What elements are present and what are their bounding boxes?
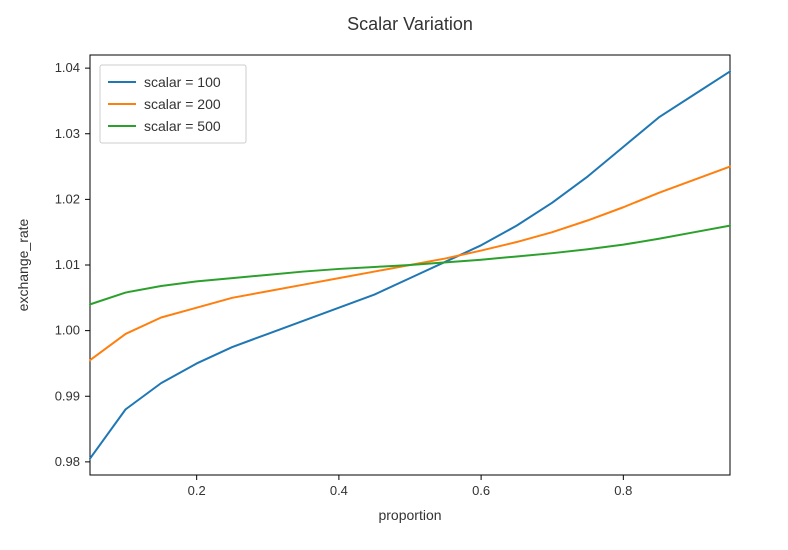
- y-tick-label: 1.00: [55, 323, 80, 338]
- y-tick-label: 1.01: [55, 257, 80, 272]
- y-tick-label: 1.02: [55, 191, 80, 206]
- y-tick-label: 0.99: [55, 388, 80, 403]
- y-axis-label: exchange_rate: [15, 218, 31, 311]
- legend-label-1: scalar = 200: [144, 96, 221, 112]
- x-tick-label: 0.2: [188, 483, 206, 498]
- y-tick-label: 1.03: [55, 126, 80, 141]
- chart-title: Scalar Variation: [347, 14, 473, 34]
- x-tick-label: 0.6: [472, 483, 490, 498]
- y-tick-label: 1.04: [55, 60, 80, 75]
- chart-container: 0.2 0.4 0.6 0.8 0.98 0.99 1.00 1.01 1.02 1.03 1.04…: [0, 0, 788, 550]
- y-tick-label: 0.98: [55, 454, 80, 469]
- line-chart: 0.2 0.4 0.6 0.8 0.98 0.99 1.00 1.01 1.02 1.03 1.04…: [0, 0, 788, 550]
- legend-label-2: scalar = 500: [144, 118, 221, 134]
- legend-label-0: scalar = 100: [144, 74, 221, 90]
- x-axis-label: proportion: [378, 507, 441, 523]
- x-tick-label: 0.8: [614, 483, 632, 498]
- x-tick-label: 0.4: [330, 483, 348, 498]
